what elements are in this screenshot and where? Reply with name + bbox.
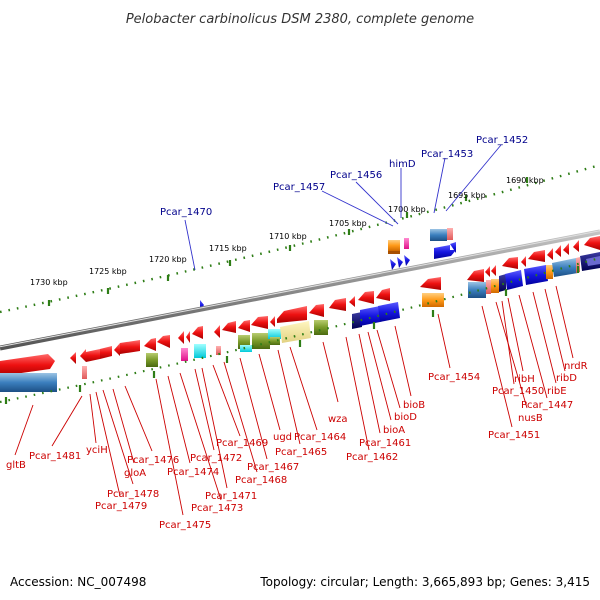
gene-label-pcar1471: Pcar_1471 (205, 491, 257, 502)
gene-label-pcar1450: Pcar_1450 (492, 386, 544, 397)
gene-label-pcar1468: Pcar_1468 (235, 475, 287, 486)
gene-label-nrdr: nrdR (564, 361, 588, 372)
gene-label-pcar1467: Pcar_1467 (247, 462, 299, 473)
tick-label-1730: 1730 kbp (30, 278, 68, 287)
forward-strand-genes (0, 236, 600, 376)
gene-label-pcar1464: Pcar_1464 (294, 432, 346, 443)
gene-label-himd: himD (389, 159, 416, 170)
gene-label-pcar1474: Pcar_1474 (167, 467, 219, 478)
gene-label-pcar1470: Pcar_1470 (160, 207, 212, 218)
gene-label-ycih: yciH (86, 445, 108, 456)
genome-backbone (0, 229, 600, 351)
gene-label-pcar1457: Pcar_1457 (273, 182, 325, 193)
gene-label-pcar1451: Pcar_1451 (488, 430, 540, 441)
tick-label-1700: 1700 kbp (388, 205, 426, 214)
scale-ring: 1730 kbp 1725 kbp 1720 kbp 1715 kbp 1710… (0, 163, 600, 314)
tick-label-1725: 1725 kbp (89, 267, 127, 276)
tick-label-1695: 1695 kbp (448, 191, 486, 200)
gene-label-pcar1479: Pcar_1479 (95, 501, 147, 512)
gene-label-pcar1465: Pcar_1465 (275, 447, 327, 458)
gene-label-pcar1456: Pcar_1456 (330, 170, 382, 181)
inner-ring (0, 256, 600, 404)
map-title: Pelobacter carbinolicus DSM 2380, comple… (126, 12, 474, 27)
gene-label-wza: wza (328, 414, 348, 425)
gene-label-ribe: ribE (547, 386, 567, 397)
tick-label-1715: 1715 kbp (209, 244, 247, 253)
gene-label-gloa: gloA (124, 468, 146, 479)
gene-label-pcar1475: Pcar_1475 (159, 520, 211, 531)
accession-text: Accession: NC_007498 (10, 575, 146, 589)
upper-small-genes (200, 228, 456, 311)
gene-label-pcar1476: Pcar_1476 (127, 455, 179, 466)
scale-major-ticks (47, 177, 529, 306)
tick-label-1710: 1710 kbp (269, 232, 307, 241)
gene-label-pcar1478: Pcar_1478 (107, 489, 159, 500)
gene-label-pcar1453: Pcar_1453 (421, 149, 473, 160)
gene-label-biod: bioD (394, 412, 417, 423)
upper-leader-lines (184, 144, 502, 271)
tick-label-1720: 1720 kbp (149, 255, 187, 264)
gene-label-pcar1472: Pcar_1472 (190, 453, 242, 464)
gene-label-nusb: nusB (518, 413, 543, 424)
topology-text: Topology: circular; Length: 3,665,893 bp… (259, 575, 590, 589)
tick-label-1690: 1690 kbp (506, 176, 544, 185)
gene-label-pcar1481: Pcar_1481 (29, 451, 81, 462)
lower-gene-labels: gltB Pcar_1481 yciH Pcar_1478 Pcar_1479 … (6, 361, 588, 531)
gene-label-pcar1454: Pcar_1454 (428, 372, 480, 383)
gene-label-ribh: ribH (514, 374, 535, 385)
gene-label-biob: bioB (403, 400, 425, 411)
gene-label-pcar1452: Pcar_1452 (476, 135, 528, 146)
reverse-strand-genes (0, 252, 600, 392)
tick-label-1705: 1705 kbp (329, 219, 367, 228)
gene-label-pcar1447: Pcar_1447 (521, 400, 573, 411)
gene-label-pcar1462: Pcar_1462 (346, 452, 398, 463)
gene-label-ribd: ribD (556, 373, 577, 384)
lower-leader-lines (14, 285, 574, 516)
gene-label-gltb: gltB (6, 460, 26, 471)
gene-label-bioa: bioA (383, 425, 405, 436)
gene-label-pcar1473: Pcar_1473 (191, 503, 243, 514)
gene-label-ugd: ugd (273, 432, 292, 443)
gene-label-pcar1469: Pcar_1469 (216, 438, 268, 449)
gene-label-pcar1461: Pcar_1461 (359, 438, 411, 449)
